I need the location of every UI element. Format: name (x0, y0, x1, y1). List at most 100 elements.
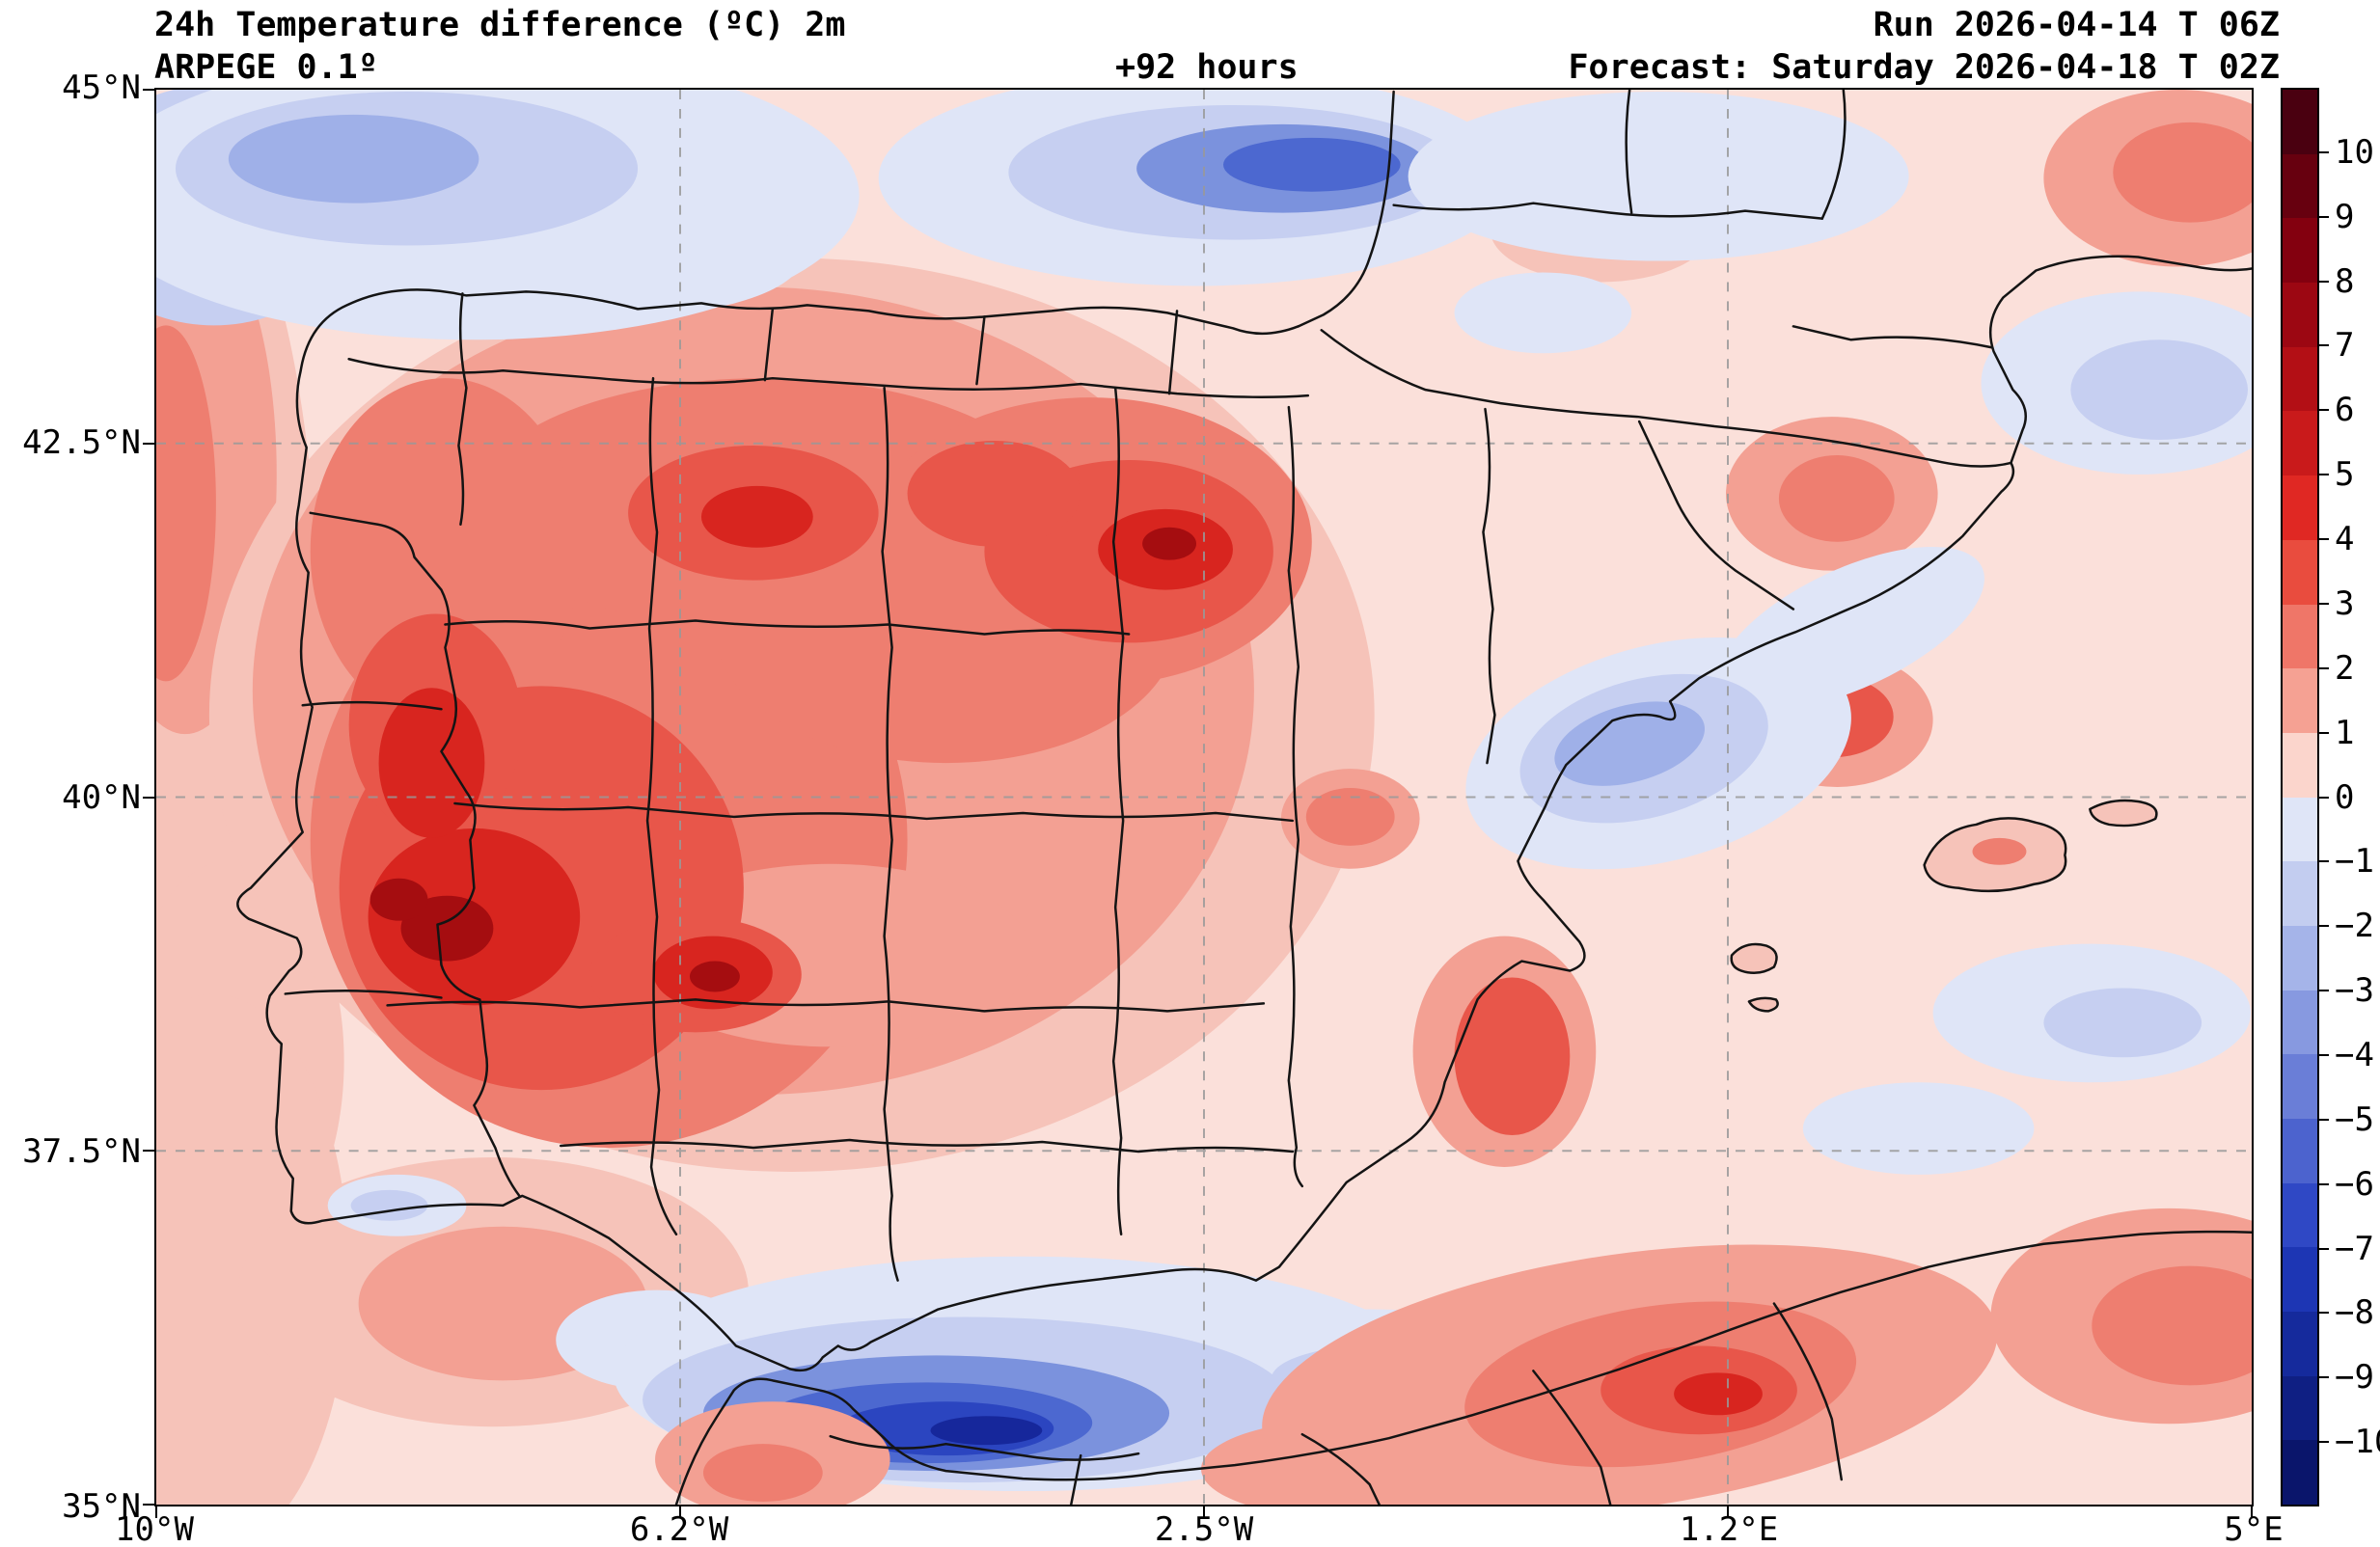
axis-tick (155, 1506, 157, 1518)
run-label: Run 2026-04-14 T 06Z (1873, 6, 2280, 44)
colorbar-tick-label: −4 (2335, 1035, 2374, 1074)
colorbar-tick-label: −10 (2335, 1423, 2380, 1462)
axis-tick (143, 1150, 154, 1153)
colorbar-band (2283, 1312, 2317, 1376)
lon-tick-label: 2.5°W (1154, 1510, 1254, 1547)
lead-time-label: +92 hours (1115, 48, 1299, 87)
colorbar-tick (2319, 602, 2329, 605)
colorbar-band (2283, 475, 2317, 540)
temperature-contours (156, 90, 2252, 1505)
chart-title: 24h Temperature difference (ºC) 2m (154, 6, 846, 44)
colorbar-tick (2319, 860, 2329, 863)
axis-tick (143, 442, 154, 445)
colorbar-tick (2319, 215, 2329, 218)
colorbar-band (2283, 861, 2317, 926)
axis-tick (143, 89, 154, 91)
colorbar-tick (2319, 1053, 2329, 1056)
axis-tick (2251, 1506, 2253, 1518)
colorbar-band (2283, 153, 2317, 219)
lat-tick-label: 35°N (62, 1487, 141, 1526)
colorbar-band (2283, 1375, 2317, 1441)
colorbar-tick-label: 0 (2335, 777, 2355, 817)
colorbar-band (2283, 1182, 2317, 1248)
colorbar-band (2283, 1247, 2317, 1313)
lon-tick-label: 10°W (115, 1510, 194, 1547)
colorbar-tick (2319, 731, 2329, 734)
colorbar-tick-label: −5 (2335, 1099, 2374, 1139)
lat-tick-label: 37.5°N (22, 1132, 141, 1172)
colorbar-tick (2319, 796, 2329, 799)
coastline (1297, 90, 1395, 328)
colorbar-tick (2319, 990, 2329, 992)
colorbar-tick (2319, 925, 2329, 928)
colorbar-tick (2319, 1247, 2329, 1250)
colorbar-tick-label: 8 (2335, 261, 2355, 301)
colorbar-tick-label: 6 (2335, 391, 2355, 430)
colorbar-tick (2319, 1376, 2329, 1379)
colorbar-tick-label: −1 (2335, 842, 2374, 882)
axis-tick (1203, 1506, 1205, 1518)
coastline (236, 255, 2252, 1372)
map-plot (143, 88, 2254, 1518)
colorbar-band (2283, 346, 2317, 412)
colorbar-tick (2319, 1441, 2329, 1444)
colorbar-band (2283, 925, 2317, 991)
colorbar-tick-label: −3 (2335, 971, 2374, 1011)
colorbar-tick (2319, 538, 2329, 541)
balearic-islands (1730, 799, 2158, 1013)
colorbar-band (2283, 1440, 2317, 1506)
colorbar-tick (2319, 409, 2329, 412)
colorbar-tick (2319, 1312, 2329, 1315)
colorbar-tick-label: −8 (2335, 1293, 2374, 1333)
colorbar-band (2283, 990, 2317, 1055)
colorbar-band (2283, 732, 2317, 798)
colorbar-tick (2319, 344, 2329, 347)
temperature-map-svg (156, 90, 2252, 1505)
axis-tick (679, 1506, 681, 1518)
colorbar-tick-label: 7 (2335, 326, 2355, 366)
colorbar-band (2283, 668, 2317, 733)
colorbar-band (2283, 1054, 2317, 1119)
colorbar-tick-label: −6 (2335, 1164, 2374, 1204)
colorbar-band (2283, 539, 2317, 605)
colorbar-tick-label: 4 (2335, 520, 2355, 559)
colorbar-tick (2319, 1118, 2329, 1121)
lat-tick-label: 40°N (62, 777, 141, 817)
coastline (674, 1230, 2252, 1505)
colorbar-tick-label: 9 (2335, 197, 2355, 236)
colorbar-band (2283, 411, 2317, 476)
colorbar-tick-label: 1 (2335, 713, 2355, 752)
lon-tick-label: 6.2°W (629, 1510, 729, 1547)
forecast-label: Forecast: Saturday 2026-04-18 T 02Z (1568, 48, 2280, 87)
colorbar-tick-label: −2 (2335, 907, 2374, 946)
colorbar-tick-label: 5 (2335, 455, 2355, 495)
colorbar-tick (2319, 1182, 2329, 1185)
colorbar-band (2283, 283, 2317, 347)
colorbar-tick-label: 10 (2335, 132, 2374, 172)
model-label: ARPEGE 0.1º (154, 48, 378, 87)
longitude-axis: 10°W 6.2°W 2.5°W 1.2°E 5°E (115, 1510, 2284, 1547)
axis-tick (1727, 1506, 1729, 1518)
colorbar-tick-label: 3 (2335, 584, 2355, 623)
colorbar-band (2283, 218, 2317, 284)
lat-tick-label: 42.5°N (22, 422, 141, 462)
colorbar-band (2283, 604, 2317, 669)
axis-tick (143, 796, 154, 799)
colorbar-band (2283, 1119, 2317, 1183)
lon-tick-label: 5°E (2224, 1510, 2284, 1547)
colorbar-tick (2319, 666, 2329, 669)
colorbar-tick (2319, 474, 2329, 476)
colorbar-tick (2319, 280, 2329, 283)
colorbar-tick-label: −7 (2335, 1229, 2374, 1268)
axis-tick (143, 1504, 154, 1506)
colorbar-tick (2319, 150, 2329, 153)
lat-tick-label: 45°N (62, 68, 141, 107)
latitude-axis: 45°N 42.5°N 40°N 37.5°N 35°N (0, 68, 141, 1526)
colorbar-band (2283, 797, 2317, 862)
colorbar-tick-label: −9 (2335, 1358, 2374, 1398)
colorbar-bands (2281, 88, 2319, 1506)
country-borders (236, 90, 2252, 1505)
colorbar-tick-label: 2 (2335, 648, 2355, 688)
